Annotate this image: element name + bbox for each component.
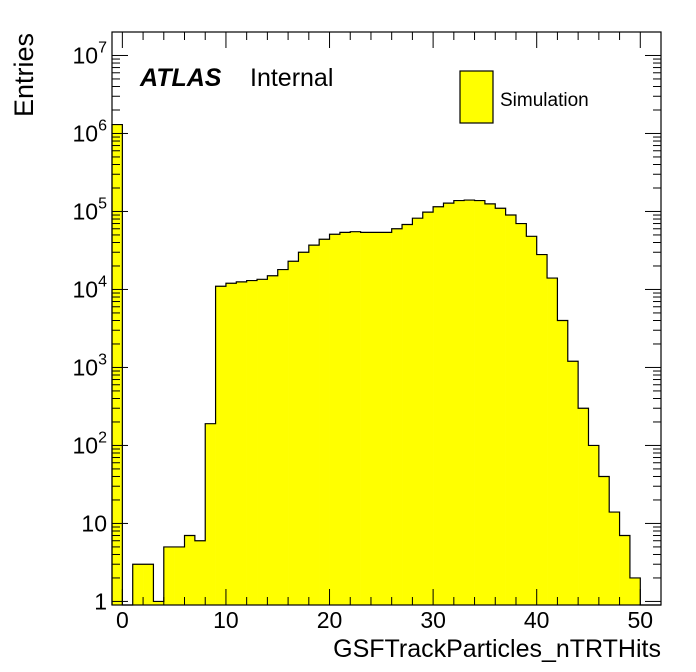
histogram-bin xyxy=(163,546,175,605)
histogram-bin xyxy=(495,208,506,606)
x-axis-title: GSFTrackParticles_nTRTHits xyxy=(333,635,661,663)
histogram-outline xyxy=(111,123,661,606)
y-tick-label: 103 xyxy=(73,351,108,380)
plot-frame xyxy=(111,31,662,606)
histogram-bin xyxy=(205,423,216,605)
histogram-bin xyxy=(267,275,279,605)
histogram-bin xyxy=(557,320,569,605)
histogram-bin xyxy=(112,124,123,605)
histogram-bin xyxy=(308,245,320,605)
histogram-bin xyxy=(236,281,247,605)
histogram-bin xyxy=(598,476,610,605)
histogram-bin xyxy=(194,540,206,605)
histogram-bin xyxy=(288,261,299,605)
y-tick-label: 105 xyxy=(73,195,108,224)
x-tick-label: 0 xyxy=(116,607,129,633)
histogram-bars xyxy=(111,123,661,606)
histogram-bin xyxy=(515,223,527,606)
y-tick-label: 10 xyxy=(81,510,107,536)
legend: Simulation xyxy=(459,70,589,124)
histogram-bin xyxy=(360,232,372,605)
histogram-bin xyxy=(143,564,154,605)
histogram-bin xyxy=(422,212,434,605)
histogram-bin xyxy=(567,361,579,605)
histogram-bin xyxy=(350,231,361,605)
y-axis-title: Entries xyxy=(9,33,39,117)
histogram-bin xyxy=(370,232,382,605)
histogram-bin xyxy=(526,236,537,605)
histogram-bin xyxy=(588,445,600,605)
histogram-bin xyxy=(609,512,620,605)
histogram-bin xyxy=(453,200,465,605)
y-tick-label: 102 xyxy=(73,429,108,458)
x-tick-label: 30 xyxy=(420,607,446,633)
histogram-bin xyxy=(484,203,496,605)
histogram-bin xyxy=(132,564,144,605)
histogram-bin xyxy=(257,279,268,605)
histogram-bin xyxy=(547,278,558,605)
status-label: Internal xyxy=(250,64,333,92)
histogram-bin xyxy=(464,200,475,605)
histogram-bin xyxy=(381,232,392,605)
histogram-bin xyxy=(629,577,641,605)
y-tick-label: 107 xyxy=(73,39,108,68)
atlas-label: ATLAS Internal xyxy=(139,64,333,92)
histogram-bin xyxy=(505,215,517,605)
histogram-bin xyxy=(246,280,258,605)
histogram-bin xyxy=(319,239,330,605)
histogram-bin xyxy=(474,200,486,605)
histogram-bin xyxy=(578,408,589,605)
histogram-bin xyxy=(536,254,548,605)
histogram-bin xyxy=(443,203,455,605)
histogram-bin xyxy=(215,286,227,605)
legend-swatch xyxy=(459,70,494,124)
tick-labels: 0 10 20 30 40 50 1 10 102 103 104 105 106 107 xyxy=(73,39,654,633)
axis-ticks xyxy=(112,31,662,605)
histogram-bin xyxy=(391,228,403,605)
y-tick-label: 1 xyxy=(94,588,107,614)
experiment-label: ATLAS xyxy=(139,64,222,92)
histogram-bin xyxy=(329,234,341,605)
histogram-bin xyxy=(619,535,631,605)
histogram-bin xyxy=(277,269,289,605)
histogram-bin xyxy=(298,252,310,605)
x-tick-label: 50 xyxy=(627,607,653,633)
y-tick-label: 106 xyxy=(73,117,108,146)
histogram-bin xyxy=(174,546,185,605)
x-tick-label: 40 xyxy=(524,607,550,633)
histogram-bin xyxy=(433,206,444,606)
histogram-bin xyxy=(339,232,351,605)
legend-entry-simulation: Simulation xyxy=(500,90,589,111)
histogram-bin xyxy=(184,535,196,605)
x-tick-label: 10 xyxy=(213,607,239,633)
histogram-bin xyxy=(153,601,165,605)
histogram-bin xyxy=(225,283,237,605)
histogram-bin xyxy=(412,218,424,605)
y-tick-label: 104 xyxy=(73,273,108,302)
x-tick-label: 20 xyxy=(317,607,343,633)
histogram-bin xyxy=(402,224,413,605)
